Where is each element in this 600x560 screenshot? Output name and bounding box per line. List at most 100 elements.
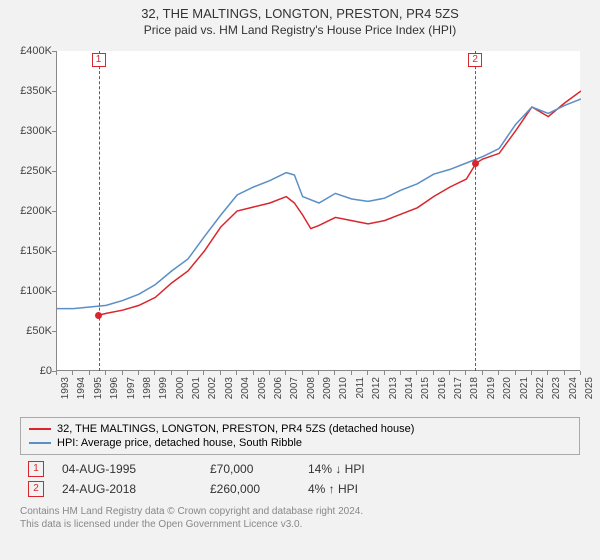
y-tick xyxy=(52,91,56,92)
x-tick xyxy=(334,371,335,375)
footer: Contains HM Land Registry data © Crown c… xyxy=(20,505,580,531)
x-axis-label: 2022 xyxy=(535,377,546,407)
plot-svg xyxy=(57,51,581,371)
y-tick xyxy=(52,331,56,332)
x-tick xyxy=(187,371,188,375)
x-tick xyxy=(105,371,106,375)
transaction-rows: 104-AUG-1995£70,00014% ↓ HPI224-AUG-2018… xyxy=(0,459,600,499)
x-axis-label: 2008 xyxy=(306,377,317,407)
y-axis-label: £350K xyxy=(12,85,52,97)
series-hpi xyxy=(57,99,581,309)
x-tick xyxy=(400,371,401,375)
y-axis-label: £400K xyxy=(12,45,52,57)
transaction-row: 224-AUG-2018£260,0004% ↑ HPI xyxy=(20,479,580,499)
x-axis-label: 2025 xyxy=(584,377,595,407)
transaction-row: 104-AUG-1995£70,00014% ↓ HPI xyxy=(20,459,580,479)
x-axis-label: 2018 xyxy=(469,377,480,407)
legend-row: 32, THE MALTINGS, LONGTON, PRESTON, PR4 … xyxy=(29,422,571,436)
x-tick xyxy=(564,371,565,375)
x-axis-label: 2005 xyxy=(257,377,268,407)
x-axis-label: 2003 xyxy=(224,377,235,407)
plot-region xyxy=(56,51,580,371)
y-axis-label: £300K xyxy=(12,125,52,137)
chart-area: £0£50K£100K£150K£200K£250K£300K£350K£400… xyxy=(10,43,590,413)
legend: 32, THE MALTINGS, LONGTON, PRESTON, PR4 … xyxy=(20,417,580,455)
x-tick xyxy=(449,371,450,375)
legend-label: HPI: Average price, detached house, Sout… xyxy=(57,437,302,449)
x-tick xyxy=(171,371,172,375)
transaction-delta: 4% ↑ HPI xyxy=(308,482,358,496)
x-axis-label: 2017 xyxy=(453,377,464,407)
x-axis-label: 2023 xyxy=(551,377,562,407)
x-axis-label: 2010 xyxy=(338,377,349,407)
x-tick xyxy=(285,371,286,375)
y-tick xyxy=(52,291,56,292)
legend-swatch xyxy=(29,428,51,430)
title-block: 32, THE MALTINGS, LONGTON, PRESTON, PR4 … xyxy=(0,0,600,39)
legend-swatch xyxy=(29,442,51,444)
x-tick xyxy=(498,371,499,375)
x-tick xyxy=(384,371,385,375)
transaction-date: 24-AUG-2018 xyxy=(62,482,192,496)
marker-box: 2 xyxy=(468,53,482,67)
x-axis-label: 2006 xyxy=(273,377,284,407)
x-axis-label: 2015 xyxy=(420,377,431,407)
x-tick xyxy=(580,371,581,375)
x-tick xyxy=(547,371,548,375)
transaction-delta: 14% ↓ HPI xyxy=(308,462,365,476)
legend-label: 32, THE MALTINGS, LONGTON, PRESTON, PR4 … xyxy=(57,423,414,435)
x-tick xyxy=(236,371,237,375)
x-tick xyxy=(351,371,352,375)
chart-container: 32, THE MALTINGS, LONGTON, PRESTON, PR4 … xyxy=(0,0,600,560)
x-tick xyxy=(269,371,270,375)
y-tick xyxy=(52,211,56,212)
y-tick xyxy=(52,171,56,172)
x-tick xyxy=(465,371,466,375)
x-axis-label: 2009 xyxy=(322,377,333,407)
y-axis-label: £50K xyxy=(12,325,52,337)
x-axis-label: 1993 xyxy=(60,377,71,407)
x-axis-label: 2007 xyxy=(289,377,300,407)
x-tick xyxy=(433,371,434,375)
x-axis-label: 2021 xyxy=(519,377,530,407)
x-axis-label: 2024 xyxy=(568,377,579,407)
x-tick xyxy=(138,371,139,375)
x-axis-label: 1995 xyxy=(93,377,104,407)
y-tick xyxy=(52,51,56,52)
x-tick xyxy=(203,371,204,375)
x-tick xyxy=(318,371,319,375)
transaction-date: 04-AUG-1995 xyxy=(62,462,192,476)
x-axis-label: 2000 xyxy=(175,377,186,407)
marker-vline xyxy=(475,51,476,371)
x-tick xyxy=(416,371,417,375)
title-line2: Price paid vs. HM Land Registry's House … xyxy=(10,23,590,37)
x-tick xyxy=(482,371,483,375)
x-tick xyxy=(56,371,57,375)
x-axis-label: 2011 xyxy=(355,377,366,407)
y-tick xyxy=(52,131,56,132)
marker-dot xyxy=(472,160,479,167)
marker-dot xyxy=(95,312,102,319)
title-line1: 32, THE MALTINGS, LONGTON, PRESTON, PR4 … xyxy=(10,6,590,21)
transaction-price: £70,000 xyxy=(210,462,290,476)
x-tick xyxy=(302,371,303,375)
footer-line1: Contains HM Land Registry data © Crown c… xyxy=(20,505,580,518)
x-axis-label: 2012 xyxy=(371,377,382,407)
x-tick xyxy=(72,371,73,375)
x-axis-label: 2001 xyxy=(191,377,202,407)
x-tick xyxy=(531,371,532,375)
x-tick xyxy=(253,371,254,375)
x-tick xyxy=(154,371,155,375)
y-axis-label: £200K xyxy=(12,205,52,217)
x-axis-label: 2013 xyxy=(388,377,399,407)
marker-vline xyxy=(99,51,100,371)
y-axis-label: £150K xyxy=(12,245,52,257)
series-property xyxy=(100,91,581,315)
footer-line2: This data is licensed under the Open Gov… xyxy=(20,518,580,531)
x-axis-label: 2020 xyxy=(502,377,513,407)
transaction-price: £260,000 xyxy=(210,482,290,496)
legend-row: HPI: Average price, detached house, Sout… xyxy=(29,436,571,450)
x-axis-label: 1996 xyxy=(109,377,120,407)
y-axis-label: £250K xyxy=(12,165,52,177)
x-axis-label: 1998 xyxy=(142,377,153,407)
